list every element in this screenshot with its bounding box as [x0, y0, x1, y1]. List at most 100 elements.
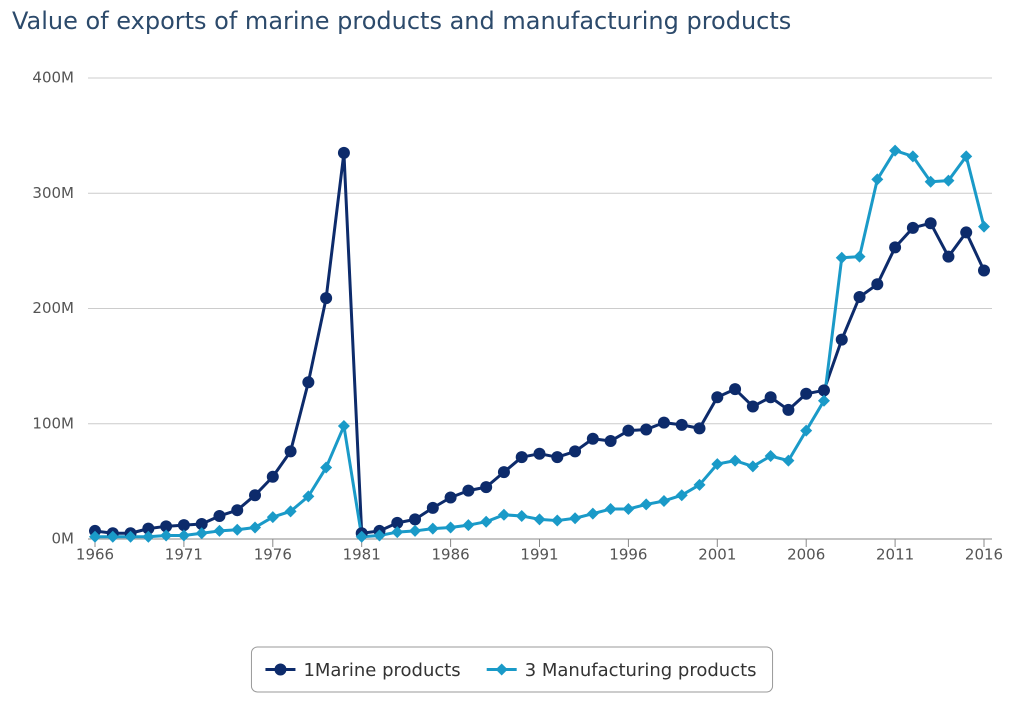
- marker: [622, 503, 635, 516]
- marker: [800, 387, 813, 400]
- y-tick-label: 400M: [32, 69, 74, 87]
- marker: [373, 529, 386, 542]
- marker: [426, 501, 439, 514]
- marker: [391, 516, 404, 529]
- marker: [274, 663, 287, 676]
- x-tick-label: 2011: [876, 546, 914, 564]
- marker: [657, 416, 670, 429]
- marker: [195, 518, 208, 531]
- marker: [533, 513, 546, 526]
- marker: [693, 478, 706, 491]
- marker: [551, 514, 564, 527]
- marker: [213, 509, 226, 522]
- marker: [409, 524, 422, 537]
- marker: [942, 250, 955, 263]
- marker: [622, 424, 635, 437]
- marker: [711, 391, 724, 404]
- y-tick-label: 100M: [32, 414, 74, 432]
- marker: [355, 530, 368, 543]
- legend-label: 1Marine products: [303, 660, 460, 681]
- marker: [960, 226, 973, 239]
- marker: [462, 484, 475, 497]
- x-tick-label: 2006: [787, 546, 825, 564]
- marker: [444, 521, 457, 534]
- x-tick-label: 1966: [76, 546, 114, 564]
- marker: [160, 529, 173, 542]
- marker: [177, 529, 190, 542]
- marker: [142, 522, 155, 535]
- marker: [249, 489, 262, 502]
- marker: [942, 174, 955, 187]
- marker: [266, 470, 279, 483]
- marker: [978, 220, 990, 233]
- marker: [657, 494, 670, 507]
- marker: [835, 251, 848, 264]
- marker: [835, 333, 848, 346]
- marker: [497, 466, 510, 479]
- marker: [729, 454, 742, 467]
- x-tick-label: 1976: [254, 546, 292, 564]
- marker: [337, 420, 350, 433]
- marker: [853, 250, 866, 263]
- x-tick-label: 1996: [609, 546, 647, 564]
- marker: [586, 507, 599, 520]
- marker: [284, 445, 297, 458]
- marker: [782, 403, 795, 416]
- marker: [320, 461, 333, 474]
- x-tick-label: 2016: [965, 546, 1003, 564]
- marker: [177, 519, 190, 532]
- marker: [800, 424, 813, 437]
- y-tick-label: 0M: [52, 530, 75, 548]
- marker: [604, 503, 617, 516]
- marker: [729, 383, 742, 396]
- marker: [924, 217, 937, 230]
- marker: [782, 454, 795, 467]
- marker: [195, 527, 208, 540]
- marker: [586, 432, 599, 445]
- marker: [533, 447, 546, 460]
- marker: [693, 422, 706, 435]
- marker: [711, 458, 724, 471]
- marker: [817, 394, 830, 407]
- marker: [569, 445, 582, 458]
- marker: [106, 530, 119, 543]
- marker: [640, 423, 653, 436]
- marker: [764, 391, 777, 404]
- marker: [142, 530, 155, 543]
- marker: [906, 221, 919, 234]
- marker: [675, 489, 688, 502]
- y-tick-label: 200M: [32, 299, 74, 317]
- series-line: [94, 151, 986, 535]
- marker: [675, 418, 688, 431]
- x-tick-label: 1991: [520, 546, 558, 564]
- marker: [462, 519, 475, 532]
- marker: [213, 524, 226, 537]
- marker: [124, 530, 137, 543]
- marker: [978, 264, 990, 277]
- x-tick-label: 1986: [432, 546, 470, 564]
- marker: [89, 530, 101, 543]
- marker: [495, 663, 508, 676]
- marker: [160, 520, 173, 533]
- marker: [266, 511, 279, 524]
- marker: [497, 508, 510, 521]
- marker: [640, 498, 653, 511]
- marker: [320, 292, 333, 305]
- marker: [551, 451, 564, 464]
- marker: [249, 521, 262, 534]
- marker: [409, 513, 422, 526]
- marker: [871, 173, 884, 186]
- marker: [906, 150, 919, 163]
- marker: [889, 144, 902, 157]
- marker: [764, 450, 777, 463]
- x-tick-label: 1971: [165, 546, 203, 564]
- marker: [515, 451, 528, 464]
- marker: [924, 175, 937, 188]
- marker: [853, 290, 866, 303]
- marker: [480, 515, 493, 528]
- marker: [889, 241, 902, 254]
- x-tick-label: 1981: [343, 546, 381, 564]
- marker: [604, 435, 617, 448]
